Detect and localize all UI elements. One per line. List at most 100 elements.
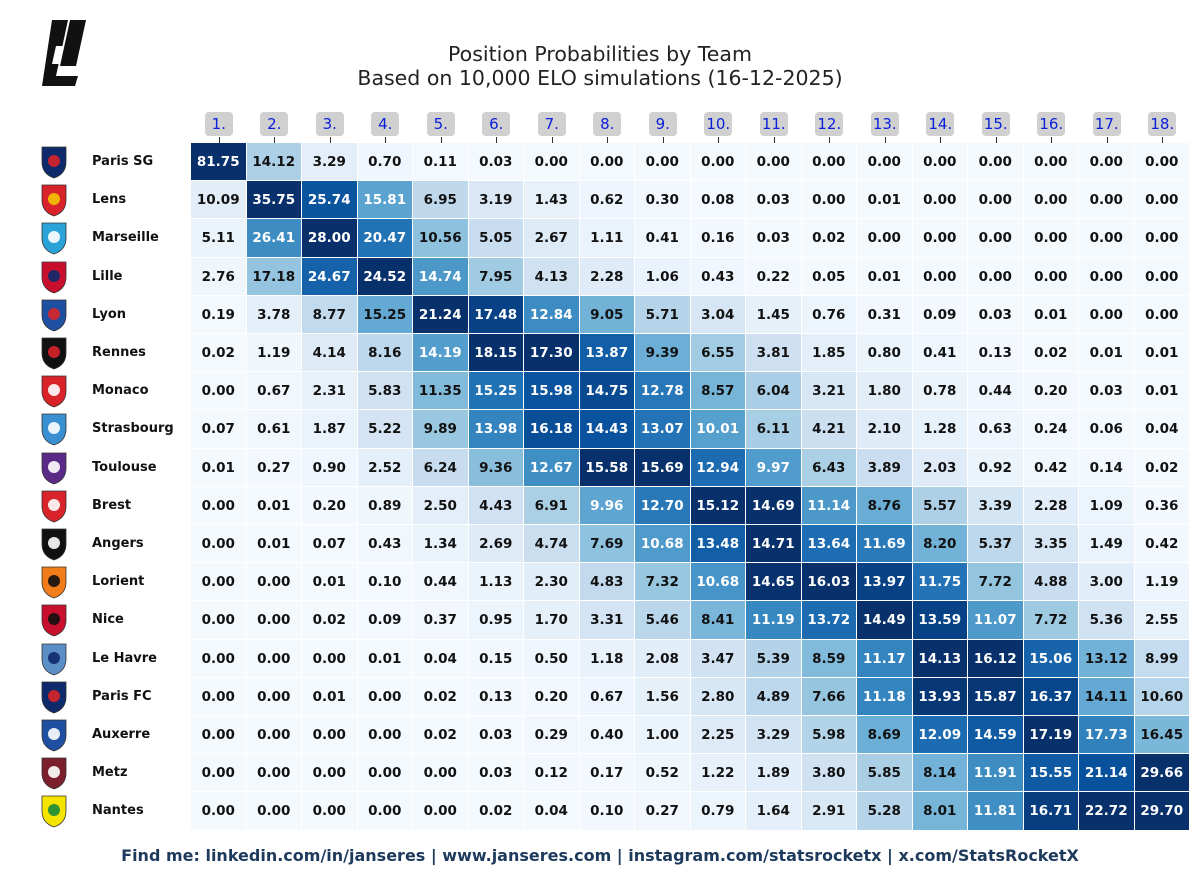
heatmap-cell: 21.14: [1079, 754, 1135, 793]
heatmap-cell: 0.02: [413, 677, 469, 716]
column-header-2: 2.: [260, 112, 289, 136]
heatmap-cell: 0.00: [357, 792, 413, 831]
lens-crest: [41, 184, 67, 217]
heatmap-cell: 5.46: [635, 601, 691, 640]
heatmap-cell: 2.80: [690, 677, 746, 716]
column-header-10: 10.: [704, 112, 733, 136]
heatmap-cell: 0.00: [191, 754, 247, 793]
heatmap-cell: 14.75: [579, 372, 635, 411]
heatmap-cell: 0.43: [690, 257, 746, 296]
heatmap-cell: 0.03: [1079, 372, 1135, 411]
column-header-12: 12.: [815, 112, 844, 136]
heatmap-cell: 3.29: [302, 143, 358, 182]
heatmap-cell: 0.00: [1134, 219, 1190, 258]
heatmap-cell: 0.29: [524, 716, 580, 755]
heatmap-cell: 12.78: [635, 372, 691, 411]
heatmap-cell: 0.00: [191, 563, 247, 602]
heatmap-cell: 13.93: [912, 677, 968, 716]
heatmap-cell: 0.06: [1079, 410, 1135, 449]
heatmap-cell: 3.81: [746, 334, 802, 373]
heatmap-cell: 1.85: [801, 334, 857, 373]
marseille-crest: [41, 222, 67, 255]
heatmap-cell: 2.08: [635, 639, 691, 678]
heatmap-cell: 0.41: [635, 219, 691, 258]
heatmap-cell: 3.21: [801, 372, 857, 411]
heatmap-cell: 10.56: [413, 219, 469, 258]
heatmap-cell: 17.73: [1079, 716, 1135, 755]
heatmap-cell: 5.11: [191, 219, 247, 258]
column-tick: [940, 137, 941, 143]
le-havre-crest: [41, 643, 67, 676]
heatmap-cell: 0.00: [191, 601, 247, 640]
heatmap-cell: 0.89: [357, 486, 413, 525]
heatmap-cell: 5.05: [468, 219, 524, 258]
heatmap-cell: 24.67: [302, 257, 358, 296]
heatmap-cell: 1.28: [912, 410, 968, 449]
column-tick: [552, 137, 553, 143]
heatmap-cell: 0.01: [191, 448, 247, 487]
heatmap-cell: 11.14: [801, 486, 857, 525]
team-label: Angers: [92, 536, 144, 551]
heatmap-cell: 2.50: [413, 486, 469, 525]
heatmap-cell: 0.00: [191, 525, 247, 564]
heatmap-cell: 15.55: [1023, 754, 1079, 793]
heatmap-cell: 4.21: [801, 410, 857, 449]
heatmap-cell: 0.17: [579, 754, 635, 793]
heatmap-cell: 3.19: [468, 181, 524, 220]
heatmap-cell: 11.17: [857, 639, 913, 678]
heatmap-cell: 5.71: [635, 295, 691, 334]
heatmap-cell: 0.01: [246, 525, 302, 564]
team-label: Nantes: [92, 803, 144, 819]
heatmap-cell: 0.00: [690, 143, 746, 182]
heatmap-cell: 7.72: [968, 563, 1024, 602]
monaco-crest: [41, 375, 67, 408]
heatmap-cell: 8.41: [690, 601, 746, 640]
heatmap-cell: 13.48: [690, 525, 746, 564]
heatmap-cell: 4.83: [579, 563, 635, 602]
column-tick: [996, 137, 997, 143]
heatmap-cell: 0.41: [912, 334, 968, 373]
heatmap-cell: 3.00: [1079, 563, 1135, 602]
heatmap-cell: 0.31: [857, 295, 913, 334]
column-header-5: 5.: [426, 112, 455, 136]
team-label: Rennes: [92, 345, 146, 360]
column-header-3: 3.: [315, 112, 344, 136]
heatmap-cell: 0.00: [246, 563, 302, 602]
heatmap-cell: 0.20: [302, 486, 358, 525]
heatmap-cell: 2.76: [191, 257, 247, 296]
heatmap-cell: 0.00: [635, 143, 691, 182]
heatmap-cell: 0.00: [1134, 181, 1190, 220]
heatmap-cell: 16.18: [524, 410, 580, 449]
heatmap-cell: 1.00: [635, 716, 691, 755]
auxerre-crest: [41, 719, 67, 752]
heatmap-cell: 1.06: [635, 257, 691, 296]
heatmap-cell: 6.91: [524, 486, 580, 525]
heatmap-cell: 9.96: [579, 486, 635, 525]
heatmap-cell: 12.09: [912, 716, 968, 755]
team-label: Lille: [92, 268, 123, 284]
heatmap-cell: 0.00: [357, 716, 413, 755]
column-header-11: 11.: [759, 112, 788, 136]
heatmap-cell: 0.01: [857, 181, 913, 220]
heatmap-cell: 2.52: [357, 448, 413, 487]
heatmap-cell: 0.08: [690, 181, 746, 220]
heatmap-cell: 11.81: [968, 792, 1024, 831]
heatmap-cell: 5.22: [357, 410, 413, 449]
heatmap-cell: 14.49: [857, 601, 913, 640]
heatmap-cell: 0.95: [468, 601, 524, 640]
heatmap-cell: 7.72: [1023, 601, 1079, 640]
heatmap-cell: 0.00: [1134, 257, 1190, 296]
heatmap-cell: 14.69: [746, 486, 802, 525]
column-header-4: 4.: [371, 112, 400, 136]
team-label: Monaco: [92, 383, 149, 399]
heatmap-cell: 0.00: [968, 219, 1024, 258]
heatmap-cell: 13.98: [468, 410, 524, 449]
heatmap-cell: 0.24: [1023, 410, 1079, 449]
heatmap-cell: 2.10: [857, 410, 913, 449]
heatmap-cell: 5.36: [1079, 601, 1135, 640]
heatmap-cell: 1.64: [746, 792, 802, 831]
brest-crest: [41, 490, 67, 523]
heatmap-cell: 5.37: [968, 525, 1024, 564]
heatmap-cell: 0.01: [1134, 372, 1190, 411]
heatmap-cell: 0.67: [579, 677, 635, 716]
